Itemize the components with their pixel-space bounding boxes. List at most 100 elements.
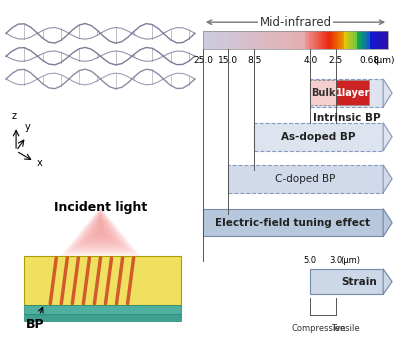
Bar <box>371 31 372 49</box>
Bar <box>266 31 267 49</box>
Bar <box>317 31 318 49</box>
Bar <box>253 31 254 49</box>
Bar <box>289 31 290 49</box>
Bar <box>372 31 373 49</box>
Bar <box>342 31 343 49</box>
Bar <box>318 31 319 49</box>
Bar <box>256 31 257 49</box>
Bar <box>265 31 266 49</box>
Bar <box>216 31 217 49</box>
Bar <box>358 31 359 49</box>
Bar <box>329 31 330 49</box>
Bar <box>302 31 303 49</box>
Bar <box>384 31 385 49</box>
Polygon shape <box>67 209 134 252</box>
Bar <box>260 31 261 49</box>
Bar <box>344 31 345 49</box>
Text: (μm): (μm) <box>341 256 361 265</box>
Bar <box>331 31 332 49</box>
Polygon shape <box>60 207 141 256</box>
Bar <box>234 31 235 49</box>
Text: 2.5: 2.5 <box>329 56 343 65</box>
Text: 15.0: 15.0 <box>217 56 238 65</box>
Bar <box>311 31 312 49</box>
Bar <box>206 31 207 49</box>
Bar <box>208 31 209 49</box>
Bar <box>378 31 379 49</box>
Bar <box>278 31 279 49</box>
Bar <box>277 31 278 49</box>
Bar <box>326 31 327 49</box>
Text: (μm): (μm) <box>374 56 394 65</box>
Bar <box>211 31 212 49</box>
Bar <box>271 31 272 49</box>
Text: 8.5: 8.5 <box>247 56 261 65</box>
Bar <box>375 31 376 49</box>
Bar <box>207 31 208 49</box>
Bar <box>274 31 275 49</box>
Text: Compressive: Compressive <box>292 324 346 333</box>
Bar <box>309 31 310 49</box>
Bar <box>209 31 210 49</box>
Bar <box>366 31 367 49</box>
Bar <box>370 31 371 49</box>
Bar <box>272 31 273 49</box>
Bar <box>338 31 339 49</box>
Text: Strain: Strain <box>341 277 377 287</box>
Bar <box>247 31 248 49</box>
Bar <box>310 31 311 49</box>
Bar <box>306 31 307 49</box>
Bar <box>361 31 362 49</box>
Bar <box>290 31 291 49</box>
Text: BP: BP <box>26 307 45 331</box>
Bar <box>297 31 298 49</box>
Bar <box>304 31 305 49</box>
Bar <box>373 31 374 49</box>
Bar <box>227 31 228 49</box>
Text: 0.68: 0.68 <box>359 56 379 65</box>
Bar <box>262 31 263 49</box>
Bar <box>254 123 383 151</box>
Polygon shape <box>383 79 392 107</box>
Text: Mid-infrared: Mid-infrared <box>259 16 332 29</box>
Bar <box>283 31 284 49</box>
Bar <box>356 31 357 49</box>
Bar <box>301 31 302 49</box>
Text: Bulk: Bulk <box>311 88 335 98</box>
Bar <box>315 31 316 49</box>
Text: C-doped BP: C-doped BP <box>275 174 336 184</box>
Bar <box>376 31 377 49</box>
Bar <box>308 31 309 49</box>
Bar <box>228 31 229 49</box>
Bar <box>381 31 382 49</box>
Bar <box>365 31 366 49</box>
Text: As-doped BP: As-doped BP <box>281 132 356 142</box>
Bar <box>273 31 274 49</box>
Bar <box>203 209 383 237</box>
Text: Incident light: Incident light <box>54 200 147 214</box>
Bar <box>340 31 341 49</box>
Bar <box>204 31 205 49</box>
Bar <box>353 31 354 49</box>
Bar <box>240 31 241 49</box>
Bar <box>203 31 388 49</box>
Bar <box>382 31 383 49</box>
Bar <box>210 31 211 49</box>
Bar <box>280 31 281 49</box>
Bar <box>294 31 295 49</box>
Text: 5.0: 5.0 <box>304 256 317 265</box>
Bar <box>377 31 378 49</box>
Bar <box>328 31 329 49</box>
Bar <box>360 31 361 49</box>
Text: y: y <box>24 122 30 132</box>
Text: z: z <box>11 111 17 121</box>
Bar <box>383 31 384 49</box>
Bar <box>257 31 258 49</box>
Bar <box>284 31 285 49</box>
Text: 25.0: 25.0 <box>193 56 213 65</box>
Bar <box>387 31 388 49</box>
Bar <box>230 31 231 49</box>
Bar <box>212 31 213 49</box>
Bar <box>351 31 352 49</box>
Bar <box>219 31 220 49</box>
